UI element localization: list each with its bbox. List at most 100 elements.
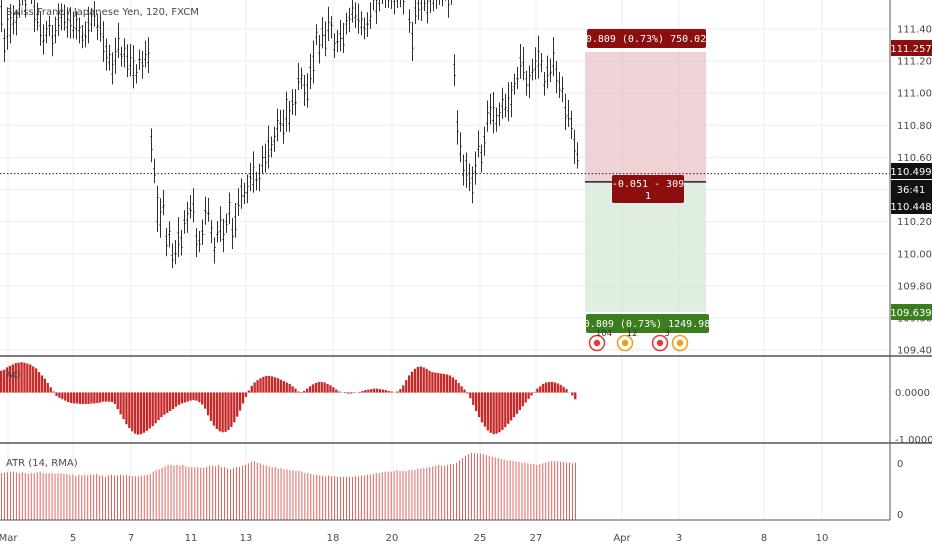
ao-bar bbox=[407, 375, 411, 393]
price-axis[interactable]: 111.400 111.200 111.000 110.800 110.600 110.4… bbox=[889, 0, 932, 521]
position-badges[interactable]: 0.809 (0.73%) 750.02 -0.051 - 309 1 0.80… bbox=[584, 29, 710, 333]
ohlc-bar bbox=[6, 7, 9, 50]
time-tick-label: Apr bbox=[613, 533, 631, 544]
ao-bar bbox=[99, 392, 102, 403]
ohlc-bar bbox=[108, 44, 111, 71]
ohlc-bar bbox=[513, 73, 516, 95]
ohlc-bar bbox=[102, 21, 105, 62]
ask-price-tag[interactable]: 110.499 bbox=[890, 163, 932, 179]
ohlc-bar bbox=[183, 210, 186, 234]
ohlc-bar bbox=[195, 228, 198, 258]
ohlc-bar bbox=[87, 6, 90, 44]
event-marker[interactable] bbox=[671, 334, 689, 352]
ao-bar bbox=[122, 392, 125, 420]
target-badge-bg[interactable] bbox=[587, 29, 706, 48]
ao-bar bbox=[463, 389, 466, 393]
stop-badge-bg[interactable] bbox=[586, 314, 709, 333]
ao-bar bbox=[294, 388, 297, 393]
time-tick-label: 11 bbox=[185, 533, 198, 544]
time-axis[interactable]: Mar 5 7 11 13 18 20 25 27 Apr 3 8 10 bbox=[0, 519, 890, 544]
ohlc-bar bbox=[567, 99, 570, 127]
ao-bar bbox=[297, 391, 300, 393]
ao-bar bbox=[271, 376, 274, 393]
ao-bar bbox=[361, 391, 364, 393]
time-tick-label: Mar bbox=[0, 533, 18, 544]
ao-bar bbox=[78, 392, 81, 404]
ao-bar bbox=[469, 392, 472, 399]
ohlc-bar bbox=[552, 37, 555, 77]
ohlc-bar bbox=[255, 171, 258, 191]
ohlc-bar bbox=[31, 0, 32, 5]
stop-price-tag[interactable]: 109.639 bbox=[890, 304, 932, 320]
ao-bar bbox=[273, 377, 277, 393]
ohlc-bar bbox=[436, 0, 437, 9]
ao-bar bbox=[454, 379, 457, 393]
ao-bar bbox=[90, 392, 93, 404]
stop-price-text: 109.639 bbox=[890, 308, 931, 319]
ao-tick-label: -1.0000 bbox=[895, 435, 932, 446]
ao-bar bbox=[148, 392, 151, 429]
ao-bar bbox=[250, 385, 253, 393]
ohlc-bar bbox=[411, 21, 414, 62]
ohlc-bar bbox=[321, 17, 324, 49]
ao-bar bbox=[303, 391, 306, 393]
ao-bar bbox=[209, 392, 213, 421]
ohlc-bar bbox=[54, 16, 57, 44]
ao-bar bbox=[104, 392, 108, 402]
ao-bar bbox=[405, 380, 408, 393]
ao-bar bbox=[218, 392, 221, 432]
ao-bar bbox=[189, 392, 192, 401]
ao-bar bbox=[171, 392, 175, 410]
ao-bar bbox=[81, 392, 84, 404]
grid bbox=[0, 0, 890, 520]
ao-bar bbox=[419, 366, 422, 393]
event-marker[interactable]: 3 bbox=[651, 329, 670, 352]
ao-bar bbox=[387, 391, 390, 393]
ao-bar bbox=[282, 381, 285, 393]
ohlc-bar bbox=[42, 24, 45, 55]
ao-bar bbox=[259, 378, 262, 393]
ohlc-bar bbox=[243, 182, 246, 205]
ohlc-bar bbox=[528, 65, 531, 98]
price-tick-label: 111.200 bbox=[897, 57, 932, 68]
ohlc-bar bbox=[312, 40, 315, 84]
ohlc-bar bbox=[501, 87, 504, 119]
event-marker[interactable]: 104 bbox=[588, 329, 613, 352]
ao-bar bbox=[268, 375, 271, 393]
ohlc-bar bbox=[549, 58, 552, 82]
ao-bar bbox=[460, 386, 463, 393]
target-price-tag[interactable]: 111.257 bbox=[890, 40, 932, 56]
ao-bar bbox=[61, 392, 64, 400]
ao-bar bbox=[364, 390, 367, 393]
ohlc-bar bbox=[111, 52, 114, 85]
ao-bar bbox=[233, 392, 236, 423]
ao-bar bbox=[142, 392, 146, 433]
ohlc-bar bbox=[51, 25, 54, 57]
ao-bar bbox=[451, 377, 455, 393]
ohlc-bar bbox=[483, 126, 486, 156]
ohlc-bar bbox=[459, 132, 462, 163]
ohlc-bar bbox=[90, 8, 93, 33]
time-tick-label: 27 bbox=[530, 533, 543, 544]
ohlc-bar bbox=[186, 201, 189, 233]
event-marker[interactable]: 12 bbox=[616, 329, 638, 352]
event-markers[interactable]: 104 12 3 bbox=[588, 329, 689, 352]
pnl-badge-bg[interactable] bbox=[612, 175, 684, 203]
panel-dividers[interactable] bbox=[0, 355, 932, 444]
last-price-tag[interactable]: 36:41 110.448 bbox=[890, 180, 932, 214]
ohlc-bar bbox=[378, 0, 380, 12]
ao-bar bbox=[323, 382, 326, 393]
ao-bar bbox=[169, 392, 172, 412]
ao-bar bbox=[425, 368, 428, 393]
ohlc-bar bbox=[342, 22, 345, 54]
ohlc-bar bbox=[357, 3, 360, 34]
ohlc-bar bbox=[462, 154, 465, 186]
ohlc-bar bbox=[318, 35, 321, 64]
ao-bar bbox=[515, 392, 519, 414]
ohlc-bar bbox=[366, 12, 369, 37]
ao-bar bbox=[291, 386, 294, 393]
ao-bar bbox=[489, 392, 492, 433]
ao-bar bbox=[311, 384, 315, 393]
ohlc-bar bbox=[348, 7, 351, 33]
